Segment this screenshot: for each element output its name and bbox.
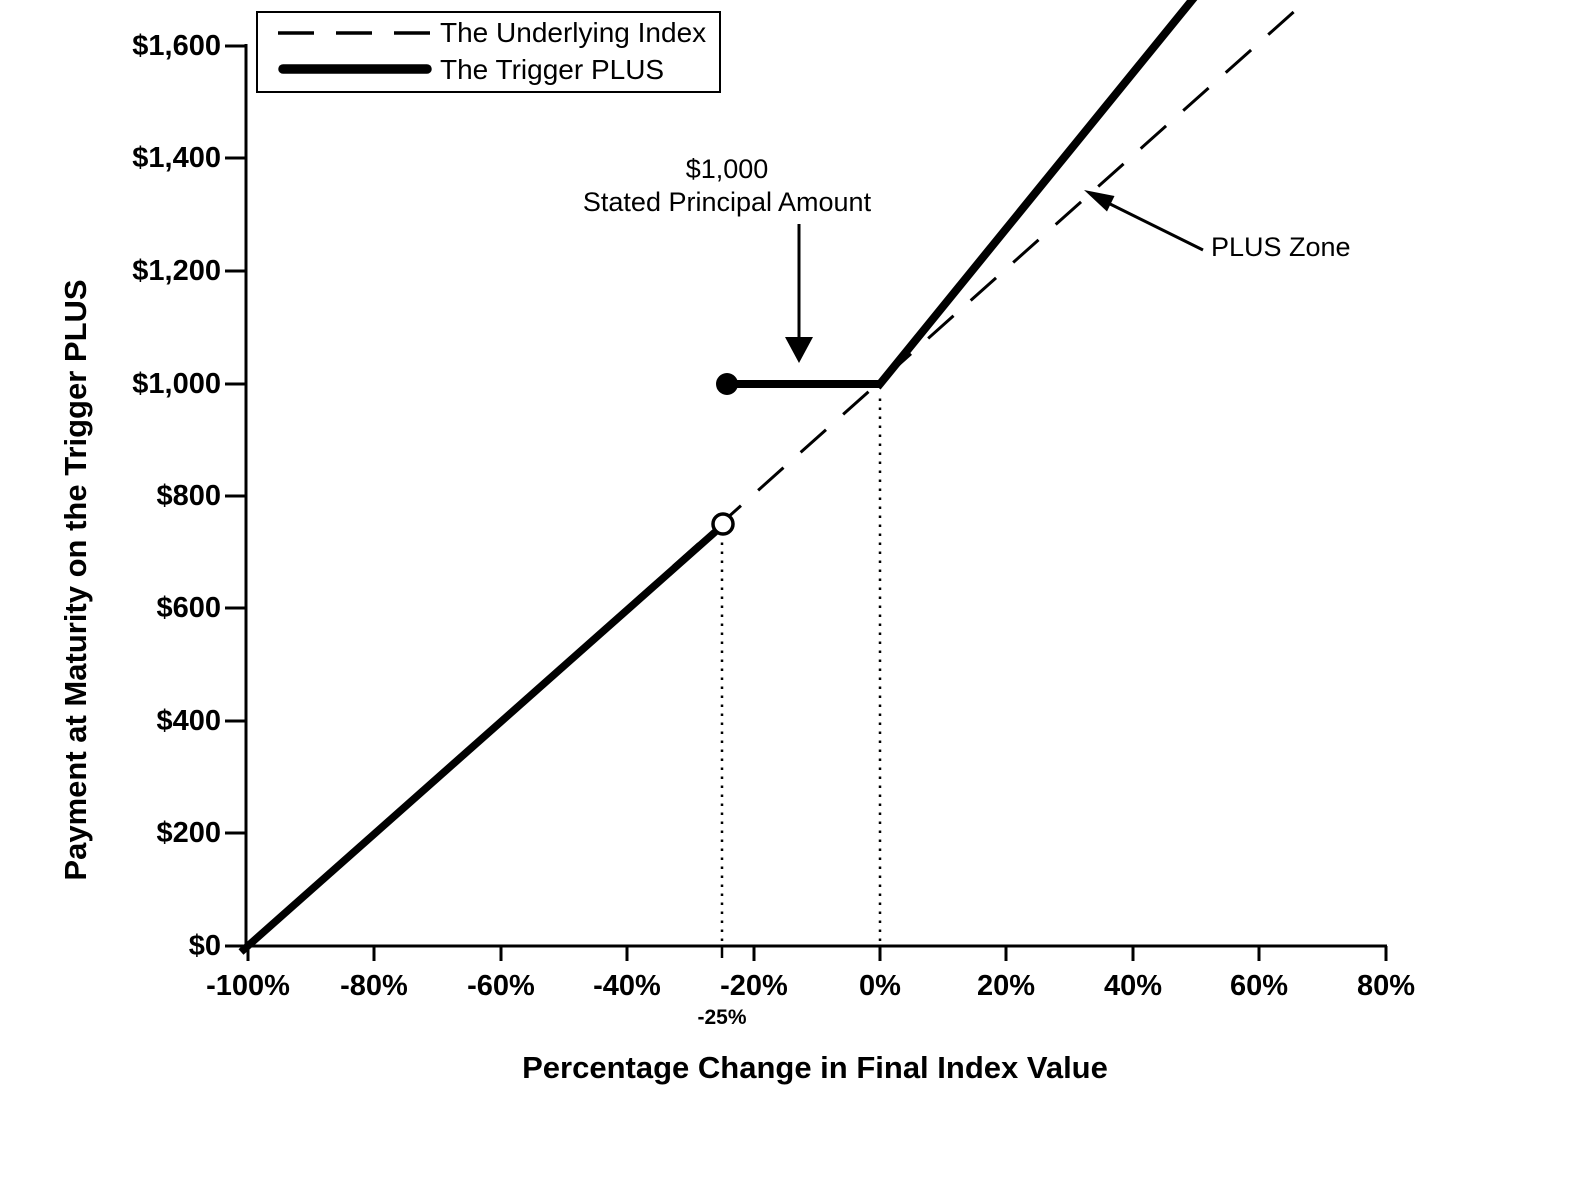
plus-zone-arrowhead-icon: [1084, 190, 1115, 212]
x-tick-label-n20: -20%: [720, 970, 788, 1002]
plus-zone-arrow-stem: [1099, 197, 1204, 252]
principal-arrowhead-icon: [785, 337, 813, 363]
y-tick-label-200: $200: [156, 817, 221, 849]
trigger-level-label: -25%: [697, 1006, 747, 1029]
plus-zone-annotation: PLUS Zone: [1211, 232, 1351, 262]
y-tick-label-800: $800: [156, 480, 221, 512]
y-tick-label-400: $400: [156, 705, 221, 737]
y-tick-label-1200: $1,200: [132, 255, 221, 287]
x-tick-label-n40: -40%: [593, 970, 661, 1002]
principal-annotation-line1: $1,000: [685, 154, 769, 184]
x-tick-label-80: 80%: [1356, 970, 1416, 1002]
legend-label-trigger-plus: The Trigger PLUS: [440, 54, 665, 85]
x-tick-label-20: 20%: [976, 970, 1036, 1002]
x-axis-title: Percentage Change in Final Index Value: [522, 1050, 1108, 1085]
trigger-plus-downside-segment: [238, 522, 726, 955]
x-axis-ticks: [246, 946, 1388, 961]
x-tick-label-0: 0%: [859, 970, 901, 1002]
x-tick-label-n60: -60%: [467, 970, 535, 1002]
y-axis-title: Payment at Maturity on the Trigger PLUS: [58, 279, 93, 881]
legend-label-underlying-index: The Underlying Index: [440, 17, 707, 48]
x-tick-label-40: 40%: [1103, 970, 1163, 1002]
x-tick-label-60: 60%: [1229, 970, 1289, 1002]
y-tick-label-1400: $1,400: [132, 142, 221, 174]
trigger-plus-upside-segment: [874, 0, 1198, 390]
y-axis-ticks: [225, 44, 246, 948]
y-tick-label-600: $600: [156, 592, 221, 624]
x-tick-label-n80: -80%: [340, 970, 408, 1002]
y-tick-label-1000: $1,000: [132, 368, 221, 400]
y-tick-label-1600: $1,600: [132, 30, 221, 62]
open-circle-marker: [711, 512, 735, 536]
principal-annotation: $1,000 Stated Principal Amount: [527, 153, 927, 219]
principal-annotation-line2: Stated Principal Amount: [582, 187, 872, 217]
x-tick-label-n100: -100%: [206, 970, 290, 1002]
filled-circle-marker: [716, 373, 738, 395]
legend-box: [256, 11, 721, 93]
y-tick-label-0: $0: [188, 930, 221, 962]
